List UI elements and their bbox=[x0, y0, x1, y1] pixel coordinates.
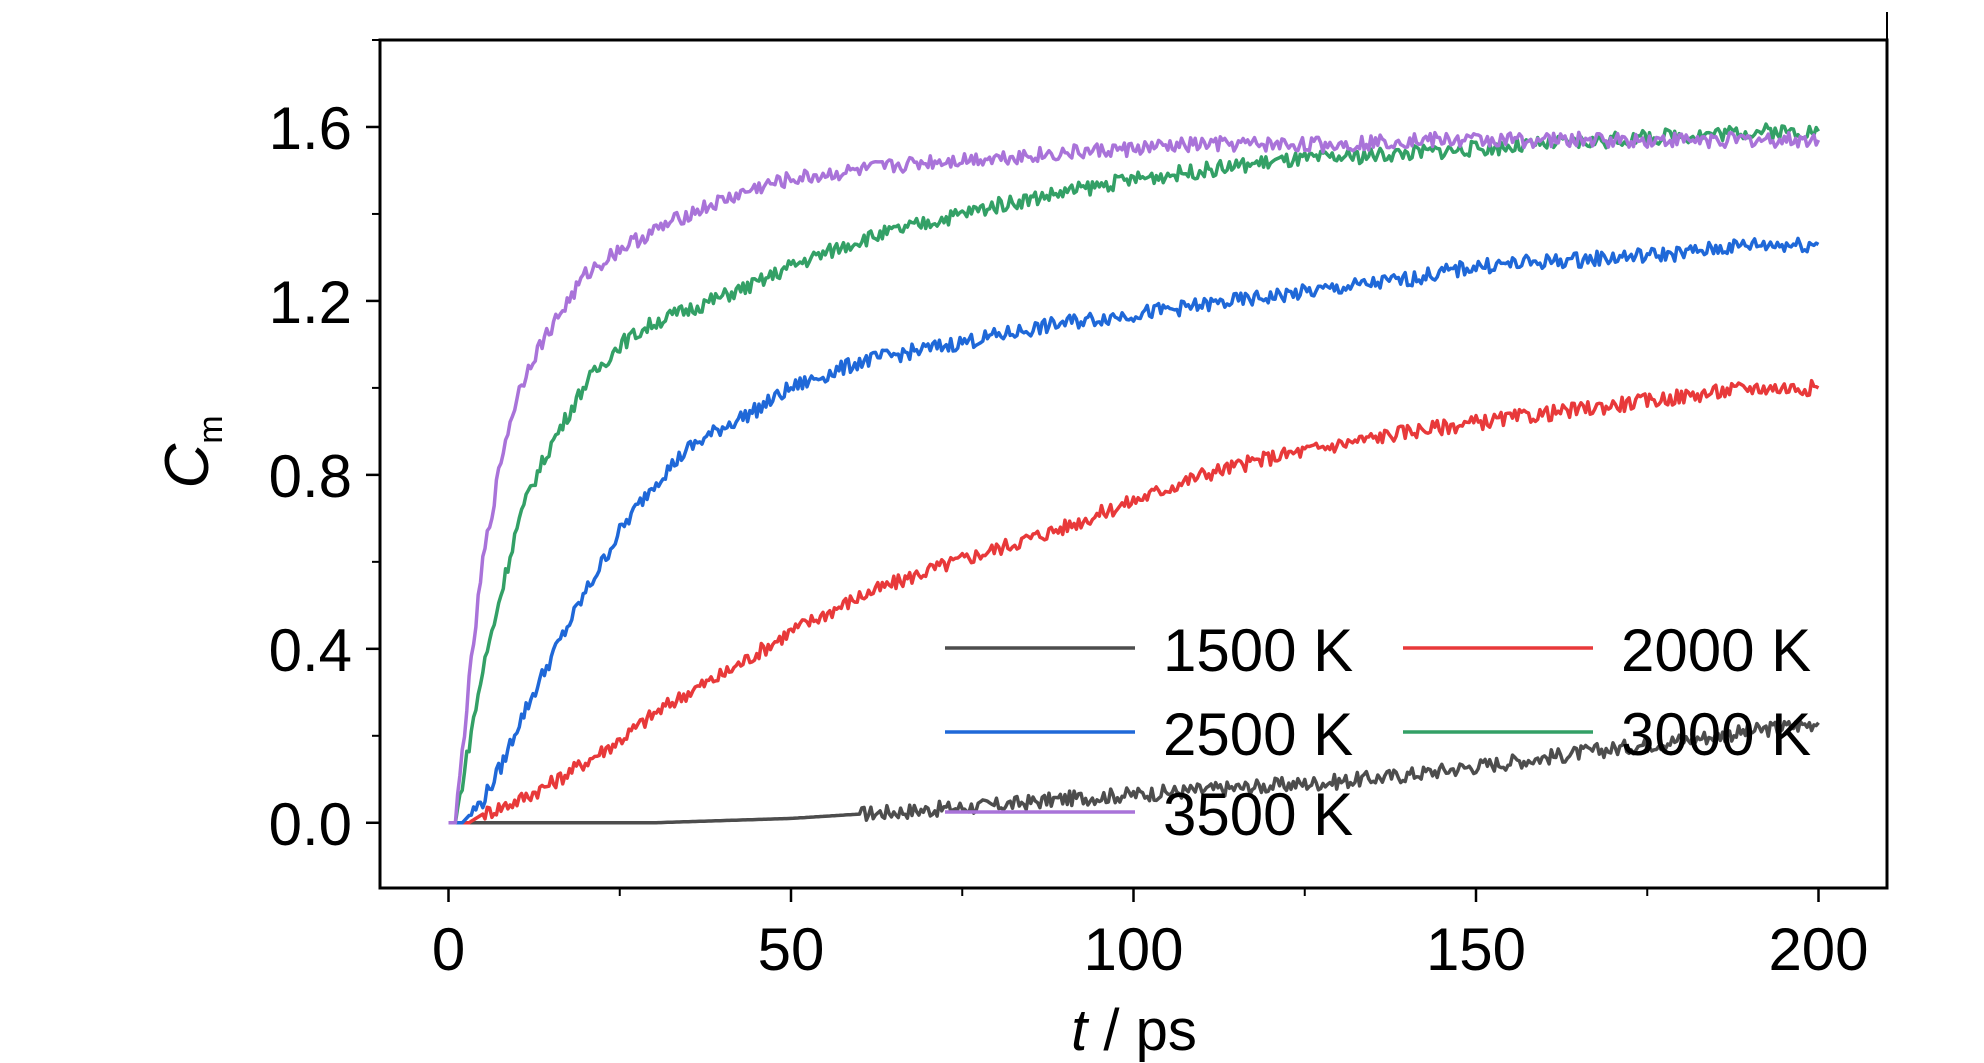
legend-label-2500-k: 2500 K bbox=[1163, 701, 1353, 768]
y-tick-label: 1.2 bbox=[269, 269, 352, 336]
y-tick-label: 0.8 bbox=[269, 443, 352, 510]
legend-label-2000-k: 2000 K bbox=[1621, 617, 1811, 684]
series-line-3500-k bbox=[448, 130, 1821, 825]
x-tick-label: 200 bbox=[1768, 916, 1868, 983]
series-line-3000-k bbox=[448, 122, 1820, 825]
y-tick-label: 0.4 bbox=[269, 617, 352, 684]
x-tick-label: 0 bbox=[432, 916, 465, 983]
y-tick-label: 0.0 bbox=[269, 791, 352, 858]
x-tick-label: 100 bbox=[1083, 916, 1183, 983]
legend-label-3000-k: 3000 K bbox=[1621, 701, 1811, 768]
series-line-2500-k bbox=[448, 236, 1820, 825]
y-axis-label: Cm bbox=[153, 415, 230, 488]
series-line-1500-k bbox=[448, 719, 1820, 825]
y-tick-label: 1.6 bbox=[269, 95, 352, 162]
legend-label-3500-k: 3500 K bbox=[1163, 781, 1353, 848]
series-line-2000-k bbox=[448, 378, 1820, 825]
legend-label-1500-k: 1500 K bbox=[1163, 617, 1353, 684]
x-tick-label: 150 bbox=[1426, 916, 1526, 983]
x-tick-label: 50 bbox=[758, 916, 825, 983]
legend: 1500 K 2000 K 2500 K 3000 K 3500 K bbox=[945, 617, 1811, 848]
x-axis-label: t / ps bbox=[1071, 998, 1197, 1063]
